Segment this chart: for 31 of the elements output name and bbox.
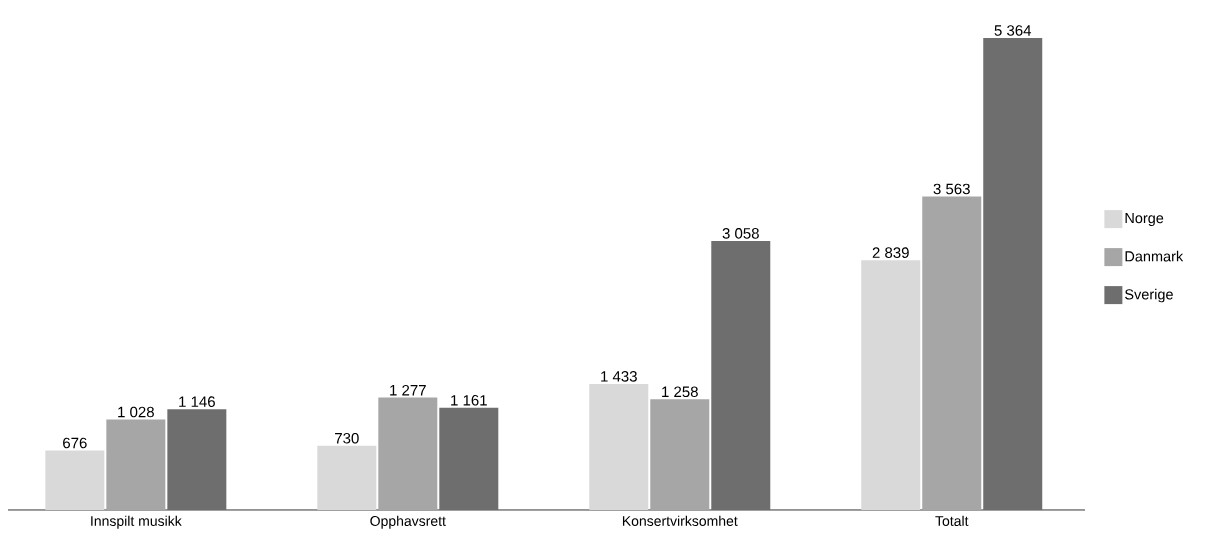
bar — [711, 240, 771, 510]
bar — [922, 196, 982, 510]
x-tick-label: Opphavsrett — [370, 515, 446, 529]
bar — [167, 409, 227, 510]
data-label: 730 — [335, 432, 359, 444]
data-label: 1 028 — [118, 406, 154, 418]
bar — [439, 407, 499, 510]
data-label: 676 — [63, 437, 87, 449]
data-label: 1 146 — [179, 396, 215, 407]
x-tick-label: Konsertvirksomhet — [622, 515, 738, 526]
legend-label: Sverige — [1125, 288, 1173, 303]
bar — [983, 37, 1043, 510]
data-label: 1 161 — [451, 395, 487, 406]
data-label: 3 563 — [933, 183, 970, 195]
data-label: 1 258 — [662, 386, 698, 398]
bar — [317, 445, 377, 510]
bar — [589, 383, 649, 510]
data-label: 3 058 — [722, 228, 759, 239]
bar — [861, 260, 921, 510]
bar — [45, 450, 105, 510]
bar — [106, 419, 166, 510]
data-label: 1 277 — [390, 384, 426, 396]
legend-label: Danmark — [1125, 250, 1184, 262]
bar — [650, 399, 710, 510]
data-label: 5 364 — [994, 25, 1032, 36]
x-tick-label: Innspilt musikk — [91, 515, 182, 529]
data-label: 2 839 — [872, 247, 909, 258]
legend-label: Norge — [1125, 213, 1164, 227]
data-label: 1 433 — [601, 371, 637, 382]
x-tick-label: Totalt — [935, 515, 969, 526]
bar — [378, 397, 438, 510]
